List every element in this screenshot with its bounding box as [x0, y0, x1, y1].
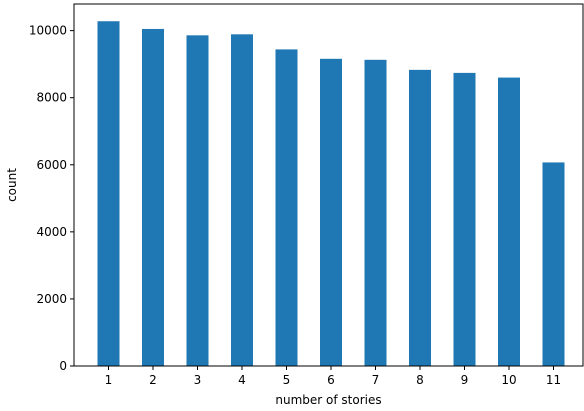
bar-10: [498, 77, 520, 366]
bar-1: [97, 21, 120, 366]
bar-4: [231, 34, 253, 366]
bar-6: [320, 58, 342, 366]
bar-9: [453, 72, 476, 366]
y-tick-label: 4000: [36, 225, 67, 239]
x-tick-label: 3: [194, 373, 202, 387]
x-tick-label: 8: [416, 373, 424, 387]
bar-3: [186, 35, 209, 366]
y-tick-label: 0: [59, 359, 67, 373]
x-tick-label: 2: [149, 373, 157, 387]
y-tick-label: 6000: [36, 158, 67, 172]
plot-frame: [73, 3, 584, 367]
x-axis-ticks: 1 2 3 4 5 6 7 8 9 10 11: [105, 366, 561, 387]
y-tick-label: 2000: [36, 292, 67, 306]
bar-7: [364, 59, 387, 366]
x-axis-label: number of stories: [275, 393, 381, 407]
bar-2: [142, 28, 164, 367]
y-axis-ticks: 0 2000 4000 6000 8000 10000: [29, 24, 74, 373]
x-tick-label: 7: [372, 373, 380, 387]
y-tick-label: 8000: [36, 91, 67, 105]
bar-8: [409, 69, 431, 366]
bar-5: [275, 49, 298, 366]
bars-group: [97, 21, 565, 367]
y-axis-label: count: [5, 168, 19, 202]
x-tick-label: 5: [283, 373, 291, 387]
x-tick-label: 9: [461, 373, 469, 387]
x-tick-label: 4: [238, 373, 246, 387]
x-tick-label: 1: [105, 373, 113, 387]
x-tick-label: 10: [501, 373, 516, 387]
bar-11: [542, 162, 565, 366]
x-tick-label: 6: [327, 373, 335, 387]
y-tick-label: 10000: [29, 24, 67, 38]
x-tick-label: 11: [546, 373, 561, 387]
